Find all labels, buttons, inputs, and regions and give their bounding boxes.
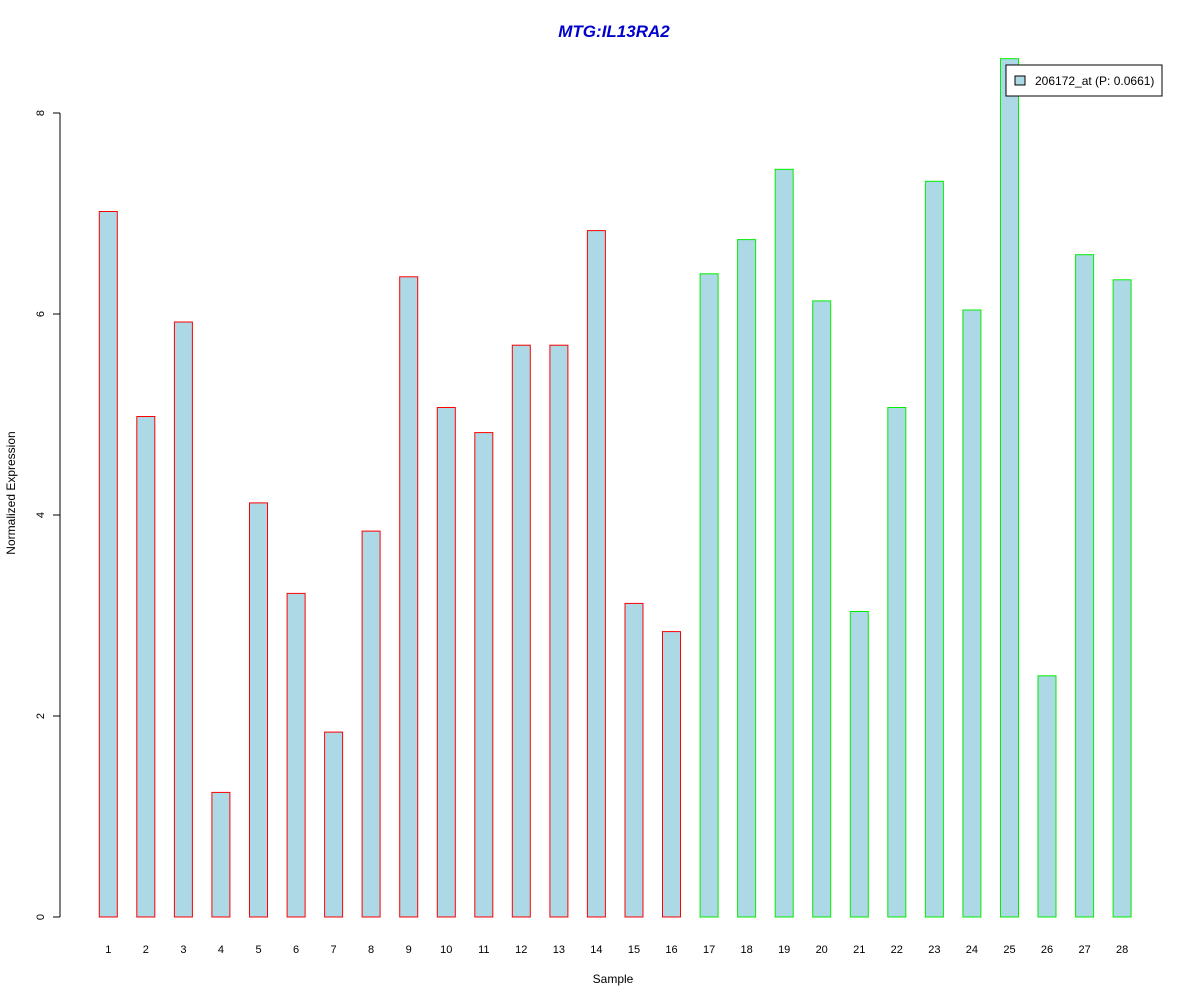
y-tick-label: 2 xyxy=(35,713,47,719)
bar-sample-7 xyxy=(324,731,344,918)
x-tick-label: 6 xyxy=(293,944,299,956)
x-tick-label: 19 xyxy=(778,944,790,956)
bar-sample-12 xyxy=(511,344,531,918)
bar-sample-4 xyxy=(211,791,231,918)
x-tick-label: 9 xyxy=(406,944,412,956)
legend-swatch xyxy=(1014,75,1026,86)
y-tick-label: 4 xyxy=(35,512,47,518)
x-tick-label: 23 xyxy=(928,944,940,956)
bar-sample-25 xyxy=(1000,58,1019,918)
bar-sample-28 xyxy=(1112,279,1132,918)
x-tick-label: 12 xyxy=(515,944,527,956)
x-tick-label: 25 xyxy=(1003,944,1015,956)
x-tick-label: 20 xyxy=(816,944,828,956)
bar-sample-21 xyxy=(849,611,869,918)
y-axis-title: Normalized Expression xyxy=(4,431,18,554)
bar-sample-6 xyxy=(286,592,306,918)
bar-sample-2 xyxy=(136,416,156,918)
y-tick-label: 0 xyxy=(35,914,47,920)
bar-sample-9 xyxy=(399,276,419,918)
bar-sample-16 xyxy=(662,631,681,918)
legend-box xyxy=(1005,64,1163,97)
y-axis: 0 2 4 6 8 xyxy=(35,110,61,920)
bar-sample-8 xyxy=(361,530,381,918)
x-tick-labels: 1 2 3 4 5 6 7 8 9 10 11 12 13 14 15 16 17 18 19 20 21 22 23 24 2… xyxy=(105,944,1128,956)
x-tick-label: 16 xyxy=(665,944,677,956)
x-tick-label: 7 xyxy=(331,944,337,956)
x-tick-label: 17 xyxy=(703,944,715,956)
x-tick-label: 24 xyxy=(966,944,978,956)
x-tick-label: 2 xyxy=(143,944,149,956)
bar-sample-18 xyxy=(737,239,757,918)
x-tick-label: 8 xyxy=(368,944,374,956)
x-tick-label: 3 xyxy=(180,944,186,956)
x-tick-label: 21 xyxy=(853,944,865,956)
bar-sample-20 xyxy=(812,300,832,918)
bar-sample-23 xyxy=(924,180,944,918)
bar-sample-1 xyxy=(98,211,118,918)
x-tick-label: 5 xyxy=(255,944,261,956)
bar-sample-15 xyxy=(624,602,644,918)
x-tick-label: 11 xyxy=(478,944,489,956)
bar-sample-14 xyxy=(586,230,606,918)
y-tick-label: 6 xyxy=(35,311,47,317)
bar-sample-19 xyxy=(774,168,794,918)
bar-sample-27 xyxy=(1075,254,1095,918)
bars-group xyxy=(98,58,1132,918)
bar-sample-22 xyxy=(887,407,907,918)
x-tick-label: 18 xyxy=(740,944,752,956)
bar-sample-17 xyxy=(699,273,719,918)
x-axis-title: Sample xyxy=(593,972,634,986)
bar-sample-3 xyxy=(173,321,193,918)
x-tick-label: 15 xyxy=(628,944,640,956)
x-tick-label: 28 xyxy=(1116,944,1128,956)
y-tick-label: 8 xyxy=(35,110,47,116)
x-tick-label: 26 xyxy=(1041,944,1053,956)
bar-sample-5 xyxy=(249,502,268,918)
bar-sample-13 xyxy=(549,344,569,918)
x-tick-label: 10 xyxy=(440,944,452,956)
legend-label: 206172_at (P: 0.0661) xyxy=(1035,74,1154,88)
x-tick-label: 22 xyxy=(891,944,903,956)
x-tick-label: 27 xyxy=(1078,944,1090,956)
bar-sample-11 xyxy=(474,432,494,918)
chart-title: MTG:IL13RA2 xyxy=(558,22,670,41)
x-tick-label: 1 xyxy=(105,944,111,956)
x-tick-label: 14 xyxy=(590,944,602,956)
bar-sample-10 xyxy=(436,407,456,918)
legend: 206172_at (P: 0.0661) xyxy=(1005,64,1163,97)
x-tick-label: 13 xyxy=(553,944,565,956)
bar-sample-26 xyxy=(1037,675,1057,918)
bar-sample-24 xyxy=(962,309,982,918)
x-tick-label: 4 xyxy=(218,944,224,956)
